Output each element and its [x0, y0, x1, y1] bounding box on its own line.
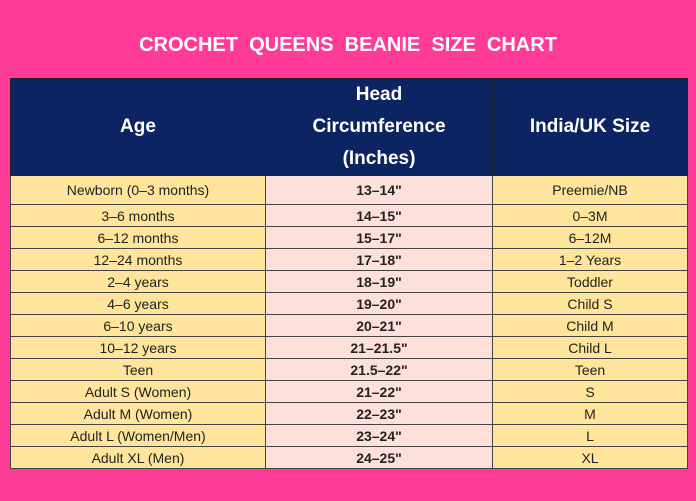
table-cell: 20–21" [265, 314, 493, 337]
table-cell: 23–24" [265, 424, 493, 447]
table-cell: Child L [492, 336, 688, 359]
table-row: 10–12 years 21–21.5" Child L [10, 336, 688, 359]
table-cell: 0–3M [492, 204, 688, 227]
table-cell: Child S [492, 292, 688, 315]
table-cell: 6–12M [492, 226, 688, 249]
table-cell: 3–6 months [10, 204, 266, 227]
table-cell: 6–12 months [10, 226, 266, 249]
table-cell: Adult M (Women) [10, 402, 266, 425]
table-row: 12–24 months 17–18" 1–2 Years [10, 248, 688, 271]
table-cell: 21–21.5" [265, 336, 493, 359]
table-row: Adult M (Women) 22–23" M [10, 402, 688, 425]
table-cell: Adult L (Women/Men) [10, 424, 266, 447]
table-cell: 15–17" [265, 226, 493, 249]
table-cell: 21.5–22" [265, 358, 493, 381]
column-header: India/UK Size [492, 78, 688, 176]
column-header: Head Circumference (Inches) [265, 78, 493, 176]
header-row: Age Head Circumference (Inches) India/UK S… [10, 78, 688, 176]
table-cell: Preemie/NB [492, 175, 688, 205]
table-cell: 10–12 years [10, 336, 266, 359]
title: CROCHET QUEENS BEANIE SIZE CHART [139, 34, 557, 56]
table-cell: Teen [492, 358, 688, 381]
table-row: 4–6 years 19–20" Child S [10, 292, 688, 315]
table-row: 3–6 months 14–15" 0–3M [10, 204, 688, 227]
table-cell: 6–10 years [10, 314, 266, 337]
table-cell: Child M [492, 314, 688, 337]
table-cell: Newborn (0–3 months) [10, 175, 266, 205]
size-table: Age Head Circumference (Inches) India/UK S… [10, 78, 688, 469]
table-row: 6–10 years 20–21" Child M [10, 314, 688, 337]
table-cell: Toddler [492, 270, 688, 293]
column-header: Age [10, 78, 266, 176]
table-body: Newborn (0–3 months) 13–14" Preemie/NB 3–6 … [10, 175, 688, 469]
table-cell: S [492, 380, 688, 403]
table-row: Teen 21.5–22" Teen [10, 358, 688, 381]
table-cell: 24–25" [265, 446, 493, 469]
table-cell: M [492, 402, 688, 425]
table-cell: L [492, 424, 688, 447]
table-cell: 17–18" [265, 248, 493, 271]
table-cell: 1–2 Years [492, 248, 688, 271]
table-row: Newborn (0–3 months) 13–14" Preemie/NB [10, 175, 688, 205]
table-row: Adult L (Women/Men) 23–24" L [10, 424, 688, 447]
table-cell: 4–6 years [10, 292, 266, 315]
table-row: Adult S (Women) 21–22" S [10, 380, 688, 403]
table-cell: 2–4 years [10, 270, 266, 293]
table-cell: 22–23" [265, 402, 493, 425]
table-cell: 13–14" [265, 175, 493, 205]
table-cell: 18–19" [265, 270, 493, 293]
table-cell: Adult XL (Men) [10, 446, 266, 469]
table-cell: 14–15" [265, 204, 493, 227]
table-cell: 19–20" [265, 292, 493, 315]
table-cell: 12–24 months [10, 248, 266, 271]
table-cell: Adult S (Women) [10, 380, 266, 403]
table-cell: 21–22" [265, 380, 493, 403]
table-row: 6–12 months 15–17" 6–12M [10, 226, 688, 249]
table-row: Adult XL (Men) 24–25" XL [10, 446, 688, 469]
table-cell: XL [492, 446, 688, 469]
table-row: 2–4 years 18–19" Toddler [10, 270, 688, 293]
table-cell: Teen [10, 358, 266, 381]
